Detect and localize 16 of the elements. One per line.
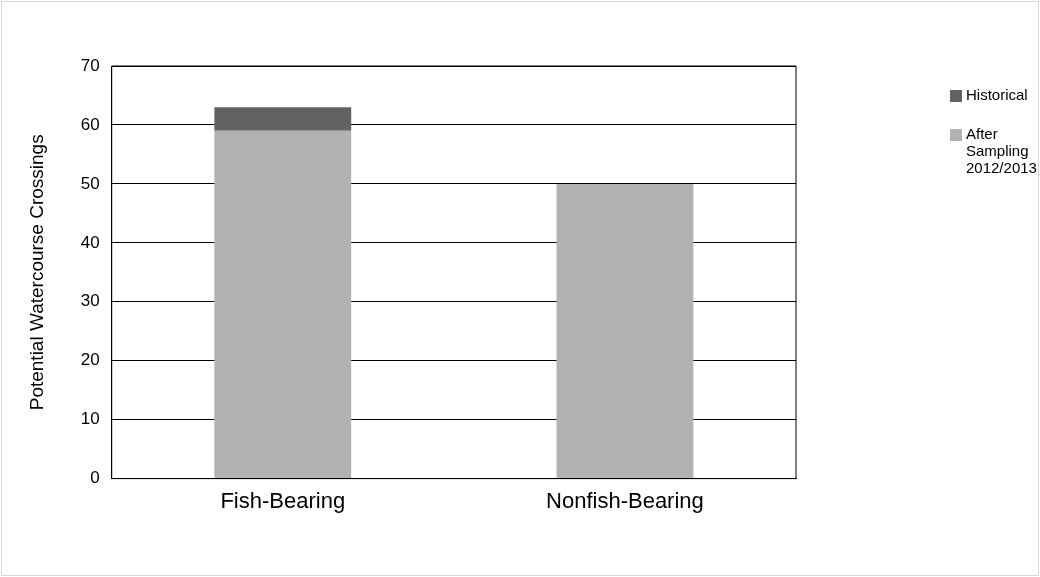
y-tick-label: 30	[80, 291, 100, 311]
bar	[556, 183, 694, 479]
y-tick-label: 10	[80, 409, 100, 429]
x-tick-label: Nonfish-Bearing	[546, 487, 704, 513]
bar	[214, 107, 352, 131]
legend-label: After Sampling 2012/2013	[966, 125, 1037, 176]
y-tick-label: 60	[80, 114, 100, 134]
y-axis-title: Potential Watercourse Crossings	[25, 134, 47, 411]
y-tick-label: 50	[80, 173, 100, 193]
y-tick-label: 0	[90, 468, 100, 488]
legend-label: Historical	[966, 86, 1028, 103]
x-tick-label: Fish-Bearing	[220, 487, 346, 513]
y-tick-label: 70	[80, 55, 100, 75]
y-tick-label: 40	[80, 232, 100, 252]
y-tick-label: 20	[80, 350, 100, 370]
bar	[214, 130, 352, 479]
